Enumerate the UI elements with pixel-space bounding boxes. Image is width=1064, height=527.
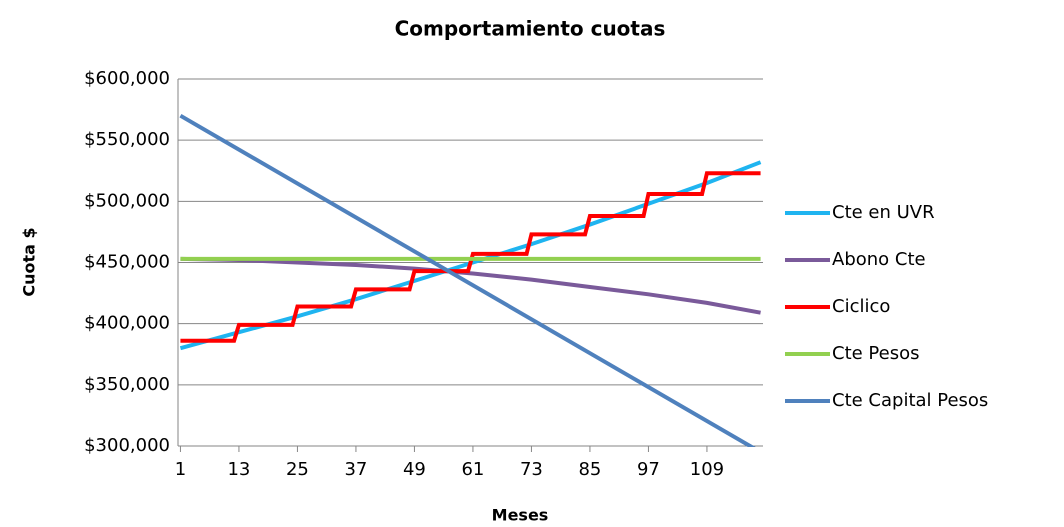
x-tick-label: 85 bbox=[578, 459, 601, 480]
legend-label: Cte Capital Pesos bbox=[832, 390, 988, 411]
y-tick-label: $400,000 bbox=[84, 313, 170, 334]
y-tick-label: $600,000 bbox=[84, 68, 170, 89]
y-tick-label: $350,000 bbox=[84, 374, 170, 395]
x-tick-label: 109 bbox=[690, 459, 724, 480]
x-tick-label: 13 bbox=[227, 459, 250, 480]
y-tick-label: $450,000 bbox=[84, 252, 170, 273]
x-axis-title: Meses bbox=[492, 506, 549, 525]
y-axis-title: Cuota $ bbox=[20, 227, 39, 296]
x-tick-label: 25 bbox=[286, 459, 309, 480]
x-tick-label: 61 bbox=[461, 459, 484, 480]
legend-label: Ciclico bbox=[832, 296, 890, 317]
line-series bbox=[179, 160, 762, 351]
y-tick-label: $300,000 bbox=[84, 435, 170, 456]
y-tick-label: $500,000 bbox=[84, 190, 170, 211]
x-tick-label: 1 bbox=[175, 459, 186, 480]
legend-label: Abono Cte bbox=[832, 249, 926, 270]
x-tick-label: 49 bbox=[403, 459, 426, 480]
x-tick-label: 73 bbox=[520, 459, 543, 480]
line-series bbox=[179, 113, 756, 447]
x-tick-label: 37 bbox=[344, 459, 367, 480]
legend: Cte en UVR Abono Cte Ciclico Cte Pesos Cte C… bbox=[785, 202, 988, 411]
line-series bbox=[180, 256, 761, 315]
plot-area bbox=[179, 113, 762, 447]
line-series bbox=[180, 171, 761, 343]
y-tick-label: $550,000 bbox=[84, 129, 170, 150]
chart-title: Comportamiento cuotas bbox=[395, 17, 666, 41]
x-tick-label: 97 bbox=[637, 459, 660, 480]
legend-label: Cte en UVR bbox=[832, 202, 935, 223]
legend-label: Cte Pesos bbox=[832, 343, 919, 364]
